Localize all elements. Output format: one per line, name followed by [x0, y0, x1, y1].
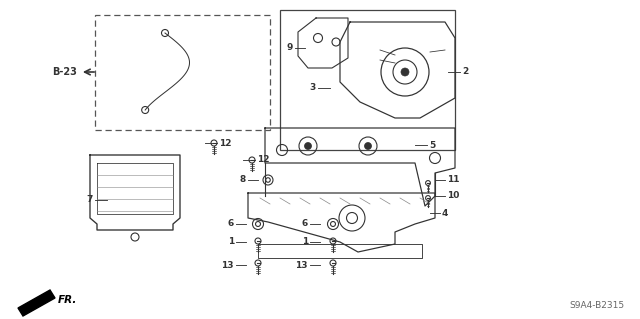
Text: B-23: B-23: [52, 67, 77, 77]
Text: 8: 8: [240, 175, 246, 184]
Text: 9: 9: [287, 43, 293, 53]
Text: 10: 10: [447, 191, 460, 201]
Circle shape: [365, 143, 371, 150]
Bar: [280, 10, 455, 150]
Text: 6: 6: [301, 219, 308, 228]
Text: S9A4-B2315: S9A4-B2315: [570, 300, 625, 309]
Text: 12: 12: [219, 138, 232, 147]
Text: 3: 3: [310, 84, 316, 93]
Text: 2: 2: [462, 68, 468, 77]
Text: 12: 12: [257, 155, 269, 165]
Circle shape: [401, 68, 409, 76]
Polygon shape: [18, 290, 55, 316]
Text: 7: 7: [86, 196, 93, 204]
Text: 1: 1: [301, 238, 308, 247]
Text: 5: 5: [429, 140, 435, 150]
Text: 13: 13: [296, 261, 308, 270]
Text: FR.: FR.: [58, 295, 77, 305]
Text: 4: 4: [442, 209, 449, 218]
Text: 6: 6: [228, 219, 234, 228]
Circle shape: [305, 143, 312, 150]
Text: 1: 1: [228, 238, 234, 247]
Text: 13: 13: [221, 261, 234, 270]
Bar: [95, 15, 270, 130]
Text: 11: 11: [447, 175, 460, 184]
